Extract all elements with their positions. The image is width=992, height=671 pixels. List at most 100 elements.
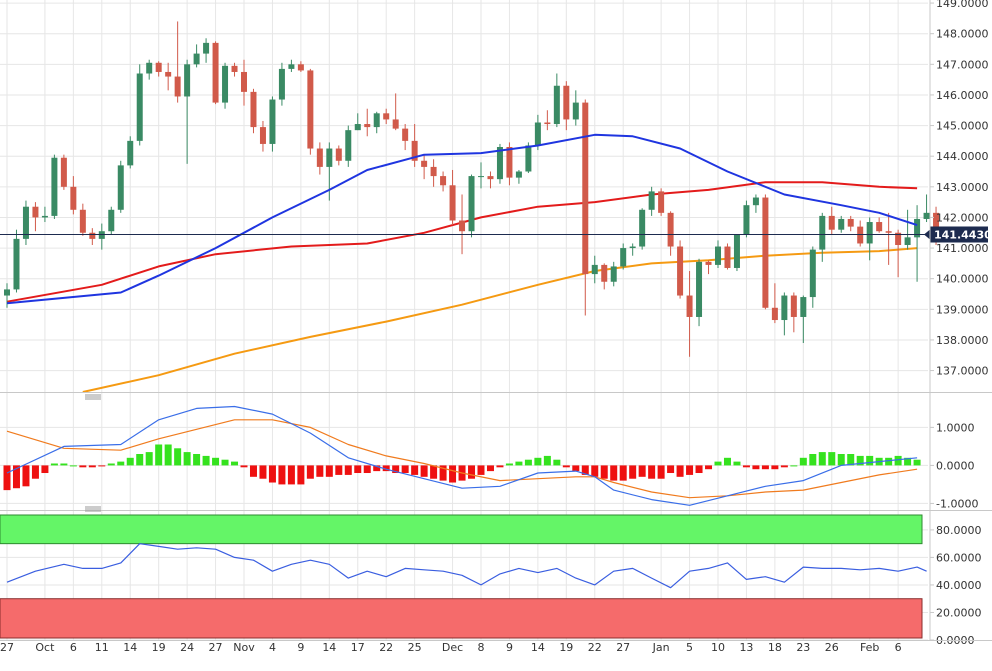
histogram-bar [88,465,96,468]
candle [544,110,551,131]
x-tick-label: Dec [442,641,463,654]
candle [117,160,124,213]
candle [174,21,181,103]
candle [51,154,58,219]
panel-resize-handle[interactable] [85,506,101,512]
candle-body [629,246,636,249]
histogram-bar [468,465,476,479]
candle-body [828,215,835,230]
histogram-bar [562,465,570,468]
price-y-tick-label: 145.0000 [936,120,989,133]
candle-body [506,147,513,178]
candle [847,215,854,232]
candle-body [212,42,219,103]
x-tick-label: Nov [233,641,255,654]
candle-body [781,295,788,321]
histogram-bar [477,465,485,475]
histogram-bar [174,448,182,466]
histogram-bar [268,465,276,483]
histogram-bar [183,452,191,466]
panel-resize-handle[interactable] [85,394,101,400]
candle [610,261,617,287]
candle [914,205,921,282]
histogram-bar [657,465,665,479]
candle-body [752,197,759,206]
candle [677,240,684,299]
histogram-bar [799,457,807,466]
histogram-bar [904,457,912,466]
histogram-bar [306,465,314,479]
candle [866,217,873,261]
histogram-bar [392,465,400,474]
candle-body [222,65,229,103]
candle [335,145,342,166]
price-y-tick-label: 141.0000 [936,242,989,255]
histogram-bar [581,465,589,475]
candle-body [184,64,191,97]
candle [885,212,892,265]
candle [165,62,172,91]
histogram-bar [41,465,49,474]
histogram-bar [373,465,381,472]
x-tick-label: Oct [35,641,55,654]
histogram-bar [287,465,295,485]
candle-body [639,209,646,247]
candle-body [174,76,181,97]
candle-body [771,307,778,321]
candle [828,206,835,235]
histogram-bar [818,452,826,466]
candle-body [847,218,854,227]
candle [212,41,219,105]
histogram-bar [771,465,779,470]
histogram-bar [164,444,172,466]
candle [440,171,447,192]
histogram-bar [809,454,817,466]
panel-resize-handles[interactable] [85,394,101,512]
candle-body [534,122,541,146]
macd-lines [6,405,918,506]
candle [838,215,845,233]
price-y-tick-label: 139.0000 [936,303,989,316]
candle-body [89,232,96,239]
current-price-tag-background [930,226,988,243]
histogram-bar [231,461,239,466]
histogram-bar [126,457,134,466]
current-price-label: 141.4430 [934,228,992,241]
price-panel: 141.4430 [0,21,992,393]
histogram-bar [363,465,371,474]
candle-body [98,231,105,239]
histogram-bar [913,459,921,466]
histogram-bar [430,465,438,479]
candle-body [269,99,276,144]
candle [923,194,930,223]
histogram-bar [866,455,874,466]
histogram-bar [316,465,324,477]
candle-body [449,185,456,221]
candle [155,61,162,77]
price-y-tick-label: 146.0000 [936,89,989,102]
price-y-tick-label: 143.0000 [936,181,989,194]
macd-panel [3,405,921,506]
candle-body [809,249,816,298]
candle [316,142,323,175]
rsi-path [6,543,927,589]
histogram-bar [145,452,153,466]
candle [89,228,96,245]
histogram-bar [344,465,352,475]
candle-body [402,128,409,141]
x-tick-label: Jan [652,641,670,654]
histogram-bar [12,465,20,489]
histogram-bar [31,465,39,479]
candle [667,211,674,256]
histogram-bar [335,465,343,475]
sma20-path [6,133,918,305]
candle [60,154,67,190]
candle [259,120,266,152]
candle [686,271,693,357]
histogram-bar [496,465,504,468]
candle-body [496,147,503,180]
x-tick-label: 25 [408,641,422,654]
histogram-bar [297,465,305,485]
candle-body [411,140,418,161]
sma55-path [6,181,918,303]
